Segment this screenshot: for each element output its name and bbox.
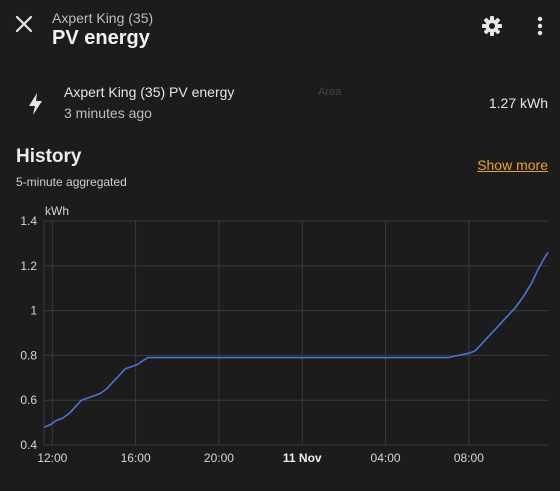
chart-grid: [43, 220, 548, 446]
x-axis-ticks: 12:00 16:00 20:00 11 Nov 04:00 08:00: [37, 451, 484, 465]
lightning-bolt-icon: [29, 93, 42, 115]
x-tick-label: 04:00: [371, 451, 401, 465]
ghost-area-label: Area: [318, 86, 342, 98]
series-line: [43, 251, 549, 428]
x-tick-label: 12:00: [37, 451, 67, 465]
header-title: PV energy: [52, 27, 150, 49]
x-tick-label: 20:00: [204, 451, 234, 465]
more-options-button[interactable]: [528, 12, 552, 40]
gear-icon: [482, 16, 502, 36]
history-subtitle: 5-minute aggregated: [16, 175, 127, 189]
close-icon: [15, 15, 33, 33]
entity-value: 1.27 kWh: [488, 95, 548, 111]
settings-button[interactable]: [478, 12, 506, 40]
y-axis-label: kWh: [45, 204, 69, 218]
x-tick-label: 11 Nov: [283, 451, 322, 465]
close-button[interactable]: [10, 10, 38, 38]
history-title: History: [16, 146, 82, 167]
y-tick-label: 0.4: [20, 438, 37, 452]
y-axis-ticks: 0.4 0.6 0.8 1 1.2 1.4: [20, 214, 37, 452]
show-more-link[interactable]: Show more: [477, 157, 548, 173]
y-tick-label: 1.2: [20, 259, 37, 273]
history-chart: 0.4 0.6 0.8 1 1.2 1.4 12:00 16:00 20:00 11 Nov 04…: [20, 204, 549, 465]
entity-name: Axpert King (35) PV energy: [64, 84, 235, 100]
entity-last-updated: 3 minutes ago: [64, 105, 152, 121]
y-tick-label: 1.4: [20, 214, 37, 228]
x-tick-label: 16:00: [121, 451, 151, 465]
entity-state-row[interactable]: Axpert King (35) PV energy 3 minutes ago…: [0, 78, 560, 130]
dots-vertical-icon: [537, 16, 543, 36]
dialog-header: Axpert King (35) PV energy: [0, 0, 560, 56]
y-tick-label: 0.8: [20, 348, 37, 362]
header-subtitle: Axpert King (35): [52, 10, 154, 26]
chart-series: [43, 251, 549, 428]
x-tick-label: 08:00: [454, 451, 484, 465]
y-tick-label: 0.6: [20, 393, 37, 407]
y-tick-label: 1: [30, 304, 37, 318]
